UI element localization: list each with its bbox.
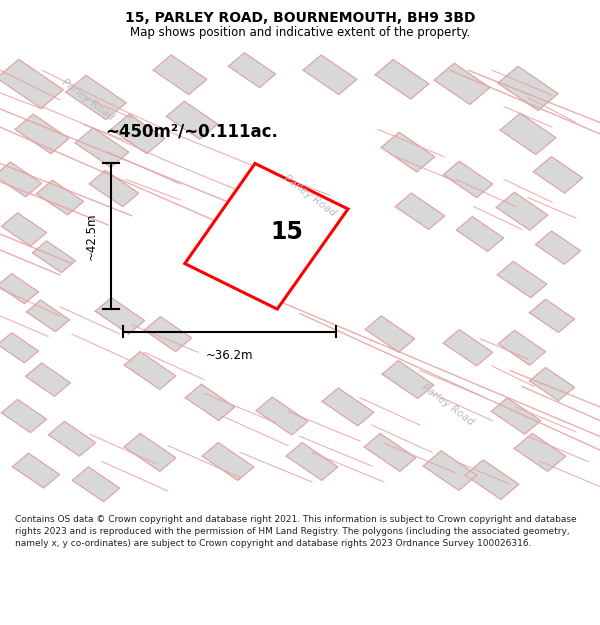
Polygon shape: [423, 451, 477, 491]
Polygon shape: [66, 76, 126, 119]
Polygon shape: [75, 127, 129, 168]
Polygon shape: [32, 241, 76, 272]
Text: ~450m²/~0.111ac.: ~450m²/~0.111ac.: [105, 122, 278, 141]
Polygon shape: [497, 261, 547, 298]
Polygon shape: [434, 63, 490, 104]
Polygon shape: [535, 231, 581, 264]
Polygon shape: [322, 388, 374, 426]
Polygon shape: [457, 217, 503, 251]
Text: Parley Road: Parley Road: [60, 77, 116, 122]
Text: 15, PARLEY ROAD, BOURNEMOUTH, BH9 3BD: 15, PARLEY ROAD, BOURNEMOUTH, BH9 3BD: [125, 11, 475, 26]
Polygon shape: [111, 114, 165, 154]
Polygon shape: [443, 329, 493, 366]
Polygon shape: [465, 460, 519, 499]
Polygon shape: [89, 171, 139, 207]
Text: ~42.5m: ~42.5m: [85, 213, 98, 260]
Polygon shape: [13, 453, 59, 488]
Polygon shape: [37, 180, 83, 215]
Polygon shape: [95, 298, 145, 334]
Polygon shape: [0, 332, 38, 362]
Polygon shape: [26, 300, 70, 332]
Text: ~36.2m: ~36.2m: [206, 349, 253, 362]
Polygon shape: [499, 331, 545, 365]
Polygon shape: [73, 467, 119, 502]
Text: 15: 15: [271, 220, 304, 244]
Polygon shape: [443, 161, 493, 198]
Polygon shape: [256, 397, 308, 435]
Polygon shape: [229, 52, 275, 88]
Polygon shape: [529, 299, 575, 332]
Polygon shape: [395, 193, 445, 229]
Polygon shape: [364, 434, 416, 471]
Polygon shape: [286, 442, 338, 481]
Polygon shape: [166, 101, 218, 139]
Polygon shape: [153, 55, 207, 94]
Polygon shape: [15, 114, 69, 154]
Polygon shape: [381, 132, 435, 172]
Polygon shape: [124, 351, 176, 389]
Polygon shape: [25, 363, 71, 396]
Polygon shape: [0, 274, 38, 304]
Polygon shape: [124, 434, 176, 471]
Polygon shape: [49, 421, 95, 456]
Polygon shape: [382, 361, 434, 399]
Text: Contains OS data © Crown copyright and database right 2021. This information is : Contains OS data © Crown copyright and d…: [15, 515, 577, 548]
Polygon shape: [185, 384, 235, 421]
Polygon shape: [145, 317, 191, 351]
Polygon shape: [1, 213, 47, 246]
Polygon shape: [365, 316, 415, 352]
Polygon shape: [500, 113, 556, 154]
Polygon shape: [496, 192, 548, 230]
Polygon shape: [533, 157, 583, 193]
Polygon shape: [185, 164, 348, 309]
Polygon shape: [375, 59, 429, 99]
Polygon shape: [498, 66, 558, 111]
Text: Parley Road: Parley Road: [420, 382, 476, 428]
Text: Map shows position and indicative extent of the property.: Map shows position and indicative extent…: [130, 26, 470, 39]
Polygon shape: [303, 55, 357, 94]
Polygon shape: [529, 368, 575, 401]
Polygon shape: [0, 162, 41, 197]
Polygon shape: [202, 442, 254, 481]
Polygon shape: [491, 398, 541, 434]
Polygon shape: [514, 433, 566, 471]
Polygon shape: [1, 399, 47, 432]
Text: Parley Road: Parley Road: [282, 173, 338, 218]
Polygon shape: [0, 59, 64, 108]
